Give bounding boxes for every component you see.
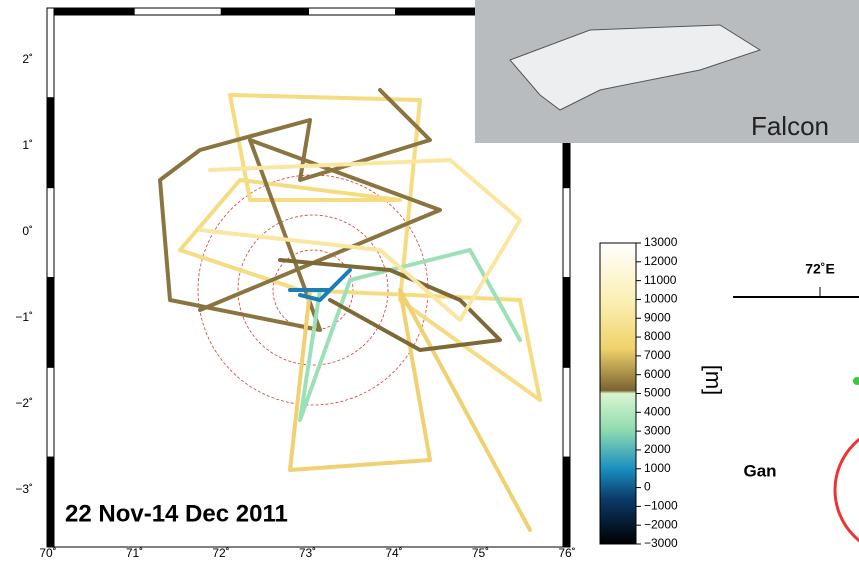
period: 22 Nov-14 Dec 2011 <box>65 500 288 527</box>
border-segment <box>47 188 54 278</box>
colorbar-label: 10000 <box>644 292 678 306</box>
page: Falcon 130001200011000100009000800070006… <box>0 0 859 563</box>
border-segment <box>563 367 570 457</box>
figure: Falcon 130001200011000100009000800070006… <box>0 0 859 563</box>
lat-label: 1˚ <box>22 138 33 152</box>
colorbar-label: 5000 <box>644 386 671 400</box>
lat-label: −3˚ <box>15 482 33 496</box>
lat-label: 0˚ <box>22 224 33 238</box>
lon-label: 75˚ <box>472 546 489 560</box>
border-segment <box>396 8 483 15</box>
border-segment <box>134 8 221 15</box>
colorbar-unit: [m] <box>701 365 726 396</box>
colorbar-ticks: 1300012000110001000090008000700060005000… <box>636 235 678 550</box>
colorbar-label: −3000 <box>644 536 678 550</box>
lon-label: 70˚ <box>39 546 56 560</box>
colorbar-label: 4000 <box>644 404 671 418</box>
inset-circle <box>835 425 859 555</box>
photo-caption: Falcon <box>751 111 829 141</box>
colorbar <box>600 243 636 544</box>
colorbar-label: 11000 <box>644 273 677 287</box>
lon-label: 72˚ <box>212 546 229 560</box>
colorbar-label: −1000 <box>644 499 678 513</box>
lat-label: −1˚ <box>15 310 33 324</box>
border-segment <box>563 457 570 547</box>
colorbar-label: 6000 <box>644 367 671 381</box>
colorbar-label: 0 <box>644 480 651 494</box>
inset-dot <box>853 377 859 385</box>
border-segment <box>221 8 308 15</box>
lon-label: 74˚ <box>385 546 402 560</box>
border-segment <box>47 367 54 457</box>
colorbar-label: 13000 <box>644 235 678 249</box>
border-segment <box>47 278 54 368</box>
lon-label: 76˚ <box>558 546 575 560</box>
colorbar-label: −2000 <box>644 517 678 531</box>
colorbar-label: 12000 <box>644 254 678 268</box>
lon-label: 71˚ <box>126 546 143 560</box>
border-segment <box>309 8 396 15</box>
colorbar-label: 9000 <box>644 310 671 324</box>
colorbar-label: 7000 <box>644 348 671 362</box>
colorbar-label: 1000 <box>644 461 671 475</box>
colorbar-label: 2000 <box>644 442 671 456</box>
inset-lon-label: 72˚E <box>805 261 835 277</box>
border-segment <box>47 8 54 98</box>
border-segment <box>563 188 570 278</box>
border-segment <box>47 457 54 547</box>
colorbar-label: 3000 <box>644 423 671 437</box>
lon-label: 73˚ <box>299 546 316 560</box>
lat-label: −2˚ <box>15 396 33 410</box>
border-segment <box>47 8 134 15</box>
border-segment <box>47 98 54 188</box>
inset-place: Gan <box>743 461 776 480</box>
lat-label: 2˚ <box>22 52 33 66</box>
border-segment <box>563 278 570 368</box>
colorbar-label: 8000 <box>644 329 671 343</box>
